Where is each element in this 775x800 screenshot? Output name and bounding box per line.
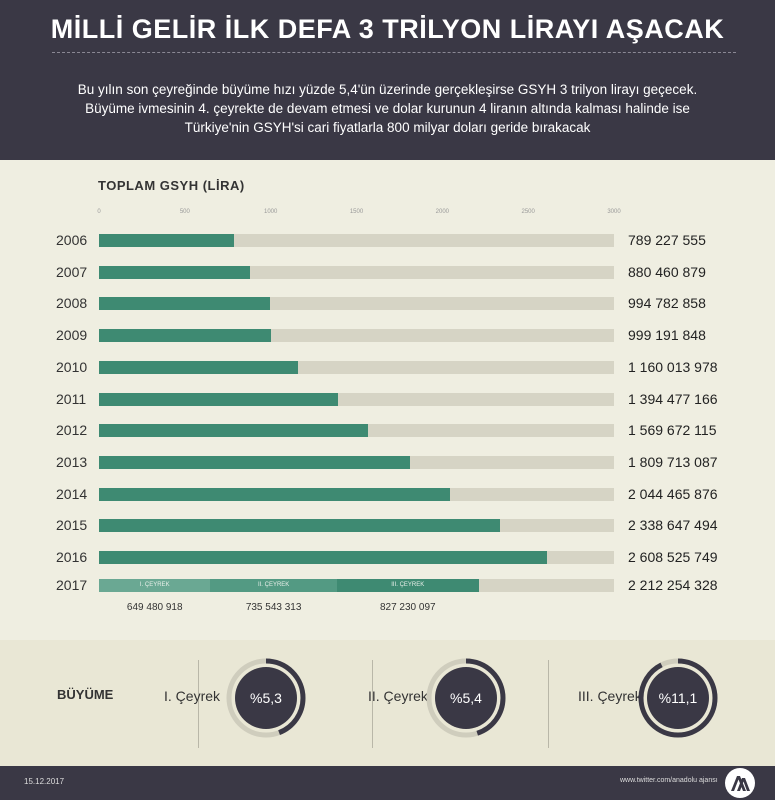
value-label: 2 338 647 494	[628, 517, 718, 534]
growth-value: %11,1	[659, 690, 698, 706]
value-label: 1 569 672 115	[628, 422, 717, 439]
divider	[548, 660, 549, 748]
value-label: 994 782 858	[628, 295, 706, 312]
x-tick-label: 2500	[521, 209, 535, 215]
divider	[372, 660, 373, 748]
x-tick-label: 500	[179, 209, 190, 215]
x-tick-label: 2000	[435, 209, 450, 215]
anadolu-agency-logo	[725, 768, 755, 798]
twitter-link[interactable]: www.twitter.com/anadolu ajansı	[620, 777, 718, 784]
year-label: 2016	[56, 549, 88, 565]
subtitle-line: Türkiye'nin GSYH'si cari fiyatlarla 800 …	[184, 120, 591, 135]
value-label: 2 608 525 749	[628, 549, 718, 565]
bar-track	[99, 455, 614, 469]
value-label: 1 809 713 087	[628, 453, 718, 470]
value-label: 789 227 555	[628, 232, 706, 248]
quarter-value-label: 827 230 097	[379, 602, 436, 613]
gauge-arc	[638, 658, 718, 738]
value-label: 880 460 879	[628, 263, 706, 280]
chart-title: TOPLAM GSYH (LİRA)	[98, 178, 245, 193]
bar	[99, 234, 235, 247]
bar	[99, 551, 547, 564]
gauge-center	[435, 667, 497, 729]
bar	[99, 265, 251, 279]
quarter-value-label: 735 543 313	[245, 602, 302, 613]
quarter-bar-segment: I. ÇEYREK	[99, 578, 211, 592]
bar-track	[99, 519, 614, 533]
bar-track	[99, 297, 614, 311]
footer: 15.12.2017 www.twitter.com/anadolu ajans…	[0, 766, 775, 800]
x-tick-label: 1500	[349, 209, 364, 215]
value-label: 1 160 013 978	[628, 358, 718, 375]
page-title: MİLLİ GELİR İLK DEFA 3 TRİLYON LİRAYI AŞ…	[50, 14, 725, 44]
quarter-bar-segment: II. ÇEYREK	[210, 578, 337, 592]
divider	[198, 660, 199, 748]
bar	[99, 519, 501, 533]
growth-gauge: %11,1	[638, 658, 718, 738]
x-tick-label: 0	[97, 209, 101, 215]
value-label: 2 212 254 328	[628, 576, 718, 593]
page-subtitle: Bu yılın son çeyreğinde büyüme hızı yüzd…	[40, 80, 735, 137]
year-label: 2011	[56, 390, 87, 407]
gauge-arc	[226, 658, 306, 738]
gauge-center	[235, 667, 297, 729]
bar	[99, 424, 369, 438]
bar	[99, 297, 270, 311]
x-tick-label: 3000	[607, 209, 621, 215]
date-label: 15.12.2017	[24, 777, 65, 786]
year-label: 2014	[56, 485, 88, 502]
gauge-center	[647, 667, 709, 729]
gauge-arc	[426, 658, 506, 738]
value-label: 2 044 465 876	[628, 485, 718, 502]
bar-track	[99, 360, 614, 374]
value-label: 999 191 848	[628, 327, 706, 344]
value-label: 1 394 477 166	[628, 390, 718, 407]
subtitle-line: Bu yılın son çeyreğinde büyüme hızı yüzd…	[77, 82, 698, 97]
title-divider	[52, 52, 736, 53]
bar-track	[99, 424, 614, 438]
bar	[99, 455, 410, 469]
bar	[99, 487, 450, 501]
bar-track: I. ÇEYREK II. ÇEYREK III. ÇEYREK	[99, 578, 614, 592]
bar-track	[99, 234, 614, 247]
year-label: 2010	[56, 358, 88, 375]
bar	[99, 329, 271, 343]
growth-quarter-label: I. Çeyrek	[164, 688, 221, 704]
year-label: 2017	[56, 576, 88, 593]
year-label: 2007	[56, 263, 88, 280]
bar-track	[99, 392, 614, 406]
quarter-value-label: 649 480 918	[126, 602, 183, 613]
growth-gauge: %5,4	[426, 658, 506, 738]
growth-value: %5,4	[450, 690, 482, 706]
year-label: 2015	[56, 517, 88, 534]
year-label: 2012	[56, 422, 88, 439]
year-label: 2009	[56, 327, 88, 344]
bar-track	[99, 329, 614, 343]
growth-gauge: %5,3	[226, 658, 306, 738]
year-label: 2006	[56, 232, 88, 248]
subtitle-line: Büyüme ivmesinin 4. çeyrekte de devam et…	[85, 101, 690, 116]
growth-label: BÜYÜME	[57, 687, 114, 702]
year-label: 2013	[56, 453, 88, 470]
bar-track	[99, 551, 614, 564]
bar-track	[99, 265, 614, 279]
growth-panel	[0, 640, 775, 766]
growth-value: %5,3	[250, 690, 282, 706]
bar	[99, 360, 299, 374]
bar	[99, 392, 339, 406]
quarter-bar-segment: III. ÇEYREK	[336, 578, 479, 592]
year-label: 2008	[56, 295, 88, 312]
growth-quarter-label: II. Çeyrek	[368, 688, 428, 704]
header-banner: MİLLİ GELİR İLK DEFA 3 TRİLYON LİRAYI AŞ…	[0, 0, 775, 160]
x-tick-label: 1000	[263, 209, 278, 215]
growth-quarter-label: III. Çeyrek	[578, 688, 642, 704]
bar-track	[99, 487, 614, 501]
